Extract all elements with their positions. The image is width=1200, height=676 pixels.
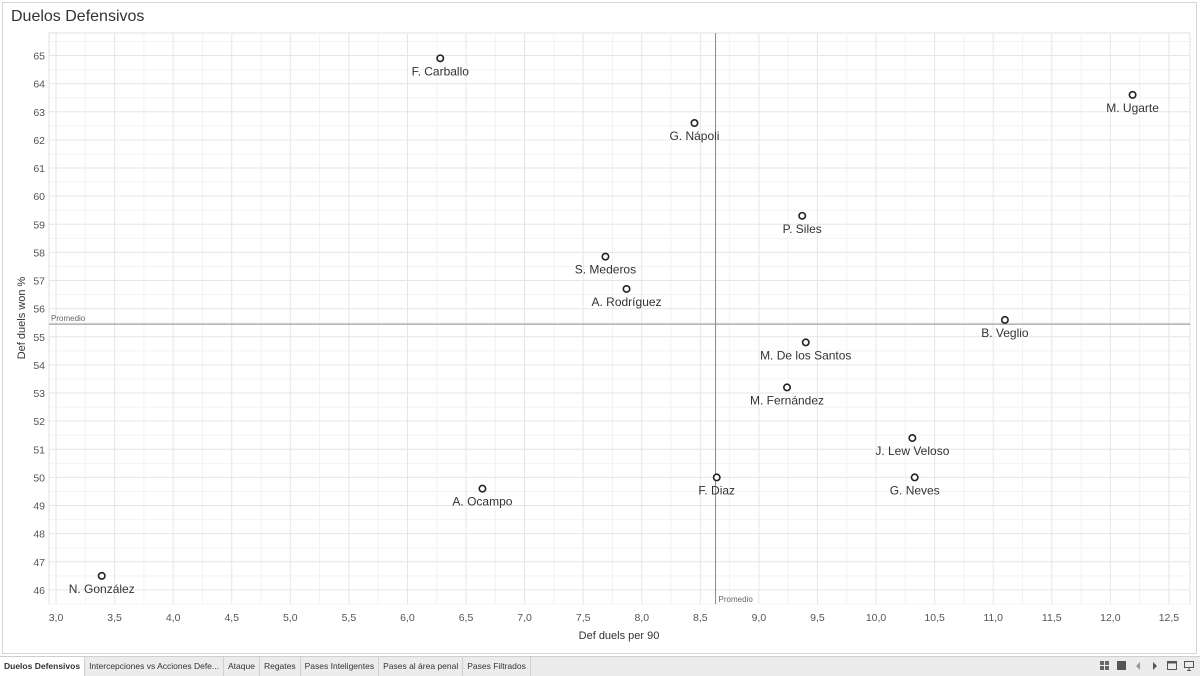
x-tick-label: 6,5 bbox=[459, 612, 474, 624]
data-point[interactable] bbox=[436, 54, 445, 63]
data-point-label: G. Neves bbox=[890, 483, 940, 497]
y-tick-label: 49 bbox=[33, 501, 45, 513]
x-tick-label: 10,0 bbox=[866, 612, 887, 624]
data-point-label: B. Veglio bbox=[981, 326, 1029, 340]
x-tick-label: 4,5 bbox=[224, 612, 239, 624]
y-tick-label: 65 bbox=[33, 51, 45, 63]
sheet-tab[interactable]: Ataque bbox=[224, 657, 260, 676]
sheet-tab-bar: Duelos Defensivos Intercepciones vs Accio… bbox=[0, 656, 1200, 676]
y-tick-label: 47 bbox=[33, 557, 45, 569]
data-point[interactable] bbox=[1000, 315, 1009, 324]
y-tick-label: 48 bbox=[33, 529, 45, 541]
x-tick-label: 9,0 bbox=[752, 612, 767, 624]
y-average-label: Promedio bbox=[51, 314, 86, 323]
x-tick-label: 8,0 bbox=[634, 612, 649, 624]
data-point[interactable] bbox=[601, 252, 610, 261]
x-tick-label: 8,5 bbox=[693, 612, 708, 624]
x-tick-label: 11,0 bbox=[983, 612, 1003, 624]
x-tick-label: 3,0 bbox=[49, 612, 64, 624]
data-point-label: N. González bbox=[69, 582, 135, 596]
plot-area bbox=[48, 32, 1191, 605]
next-tab-icon[interactable] bbox=[1150, 660, 1160, 671]
worksheet-frame bbox=[2, 2, 1197, 654]
y-axis-title: Def duels won % bbox=[16, 277, 28, 360]
data-point[interactable] bbox=[798, 211, 807, 220]
x-tick-label: 10,5 bbox=[924, 612, 945, 624]
y-tick-label: 55 bbox=[33, 332, 45, 344]
data-point-label: S. Mederos bbox=[575, 263, 636, 277]
y-tick-label: 59 bbox=[33, 219, 45, 231]
data-point[interactable] bbox=[908, 434, 917, 443]
data-point[interactable] bbox=[801, 338, 810, 347]
y-tick-label: 61 bbox=[33, 163, 45, 175]
data-point[interactable] bbox=[910, 473, 919, 482]
data-point-label: M. De los Santos bbox=[760, 348, 851, 362]
tab-controls bbox=[1099, 660, 1194, 671]
data-point-label: F. Carballo bbox=[412, 64, 470, 78]
y-tick-label: 64 bbox=[33, 79, 45, 91]
x-tick-label: 5,5 bbox=[342, 612, 357, 624]
sheet-tab[interactable]: Pases Filtrados bbox=[463, 657, 531, 676]
data-point-label: P. Siles bbox=[783, 222, 822, 236]
x-axis-title: Def duels per 90 bbox=[579, 630, 660, 642]
data-point[interactable] bbox=[783, 383, 792, 392]
sheet-tab[interactable]: Intercepciones vs Acciones Defe... bbox=[85, 657, 224, 676]
x-tick-label: 7,0 bbox=[517, 612, 532, 624]
data-point-label: J. Lew Veloso bbox=[875, 444, 949, 458]
data-point-label: A. Ocampo bbox=[452, 495, 512, 509]
data-point-label: F. Diaz bbox=[698, 483, 735, 497]
scatter-chart[interactable]: Promedio Promedio 3,0 3,5 4,0 4,5 5,0 5,5 6,0 6,… bbox=[0, 0, 1200, 656]
data-point[interactable] bbox=[478, 484, 487, 493]
y-tick-label: 52 bbox=[33, 416, 45, 428]
y-tick-label: 63 bbox=[33, 107, 45, 119]
sheet-tabs: Duelos Defensivos Intercepciones vs Accio… bbox=[0, 657, 531, 676]
y-tick-label: 54 bbox=[33, 360, 45, 372]
presentation-icon[interactable] bbox=[1184, 660, 1194, 671]
data-point-label: M. Ugarte bbox=[1106, 101, 1159, 115]
data-point[interactable] bbox=[1128, 90, 1137, 99]
sheet-tab[interactable]: Pases Inteligentes bbox=[301, 657, 380, 676]
y-tick-label: 46 bbox=[33, 585, 45, 597]
y-tick-label: 62 bbox=[33, 135, 45, 147]
axes: 3,0 3,5 4,0 4,5 5,0 5,5 6,0 6,5 7,0 7,5 8,0 8,5 9,0 9… bbox=[33, 51, 1179, 624]
x-tick-label: 12,0 bbox=[1100, 612, 1121, 624]
y-tick-label: 56 bbox=[33, 304, 45, 316]
data-point[interactable] bbox=[712, 473, 721, 482]
sheet-title: Duelos Defensivos bbox=[11, 8, 145, 25]
data-points[interactable]: F. Carballo M. Ugarte G. Nápoli P. Siles S. … bbox=[69, 54, 1160, 596]
x-tick-label: 11,5 bbox=[1042, 612, 1062, 624]
prev-tab-icon[interactable] bbox=[1133, 660, 1143, 671]
x-tick-label: 9,5 bbox=[810, 612, 825, 624]
x-tick-label: 4,0 bbox=[166, 612, 181, 624]
y-tick-label: 60 bbox=[33, 191, 45, 203]
grid-view-icon[interactable] bbox=[1099, 660, 1109, 671]
show-tabs-icon[interactable] bbox=[1167, 660, 1177, 671]
y-tick-label: 50 bbox=[33, 472, 45, 484]
data-point-label: G. Nápoli bbox=[669, 129, 719, 143]
data-point-label: A. Rodríguez bbox=[592, 295, 662, 309]
x-tick-label: 5,0 bbox=[283, 612, 298, 624]
data-point[interactable] bbox=[690, 119, 699, 128]
y-tick-label: 57 bbox=[33, 276, 45, 288]
x-tick-label: 3,5 bbox=[107, 612, 122, 624]
x-tick-label: 6,0 bbox=[400, 612, 415, 624]
y-tick-label: 51 bbox=[33, 444, 45, 456]
y-tick-label: 53 bbox=[33, 388, 45, 400]
data-point[interactable] bbox=[622, 284, 631, 293]
reference-lines: Promedio Promedio bbox=[49, 33, 1190, 604]
data-point-label: M. Fernández bbox=[750, 393, 824, 407]
y-tick-label: 58 bbox=[33, 247, 45, 259]
dashboard: Duelos Defensivos Promedio Promedio 3,0 3,… bbox=[0, 0, 1200, 656]
sheet-tab[interactable]: Duelos Defensivos bbox=[0, 657, 86, 676]
data-point[interactable] bbox=[97, 571, 106, 580]
filmstrip-view-icon[interactable] bbox=[1116, 660, 1126, 671]
sheet-tab[interactable]: Regates bbox=[260, 657, 301, 676]
x-average-label: Promedio bbox=[719, 595, 754, 604]
sheet-tab[interactable]: Pases al área penal bbox=[379, 657, 464, 676]
x-tick-label: 7,5 bbox=[576, 612, 591, 624]
grid-lines bbox=[48, 32, 1191, 605]
x-tick-label: 12,5 bbox=[1159, 612, 1180, 624]
